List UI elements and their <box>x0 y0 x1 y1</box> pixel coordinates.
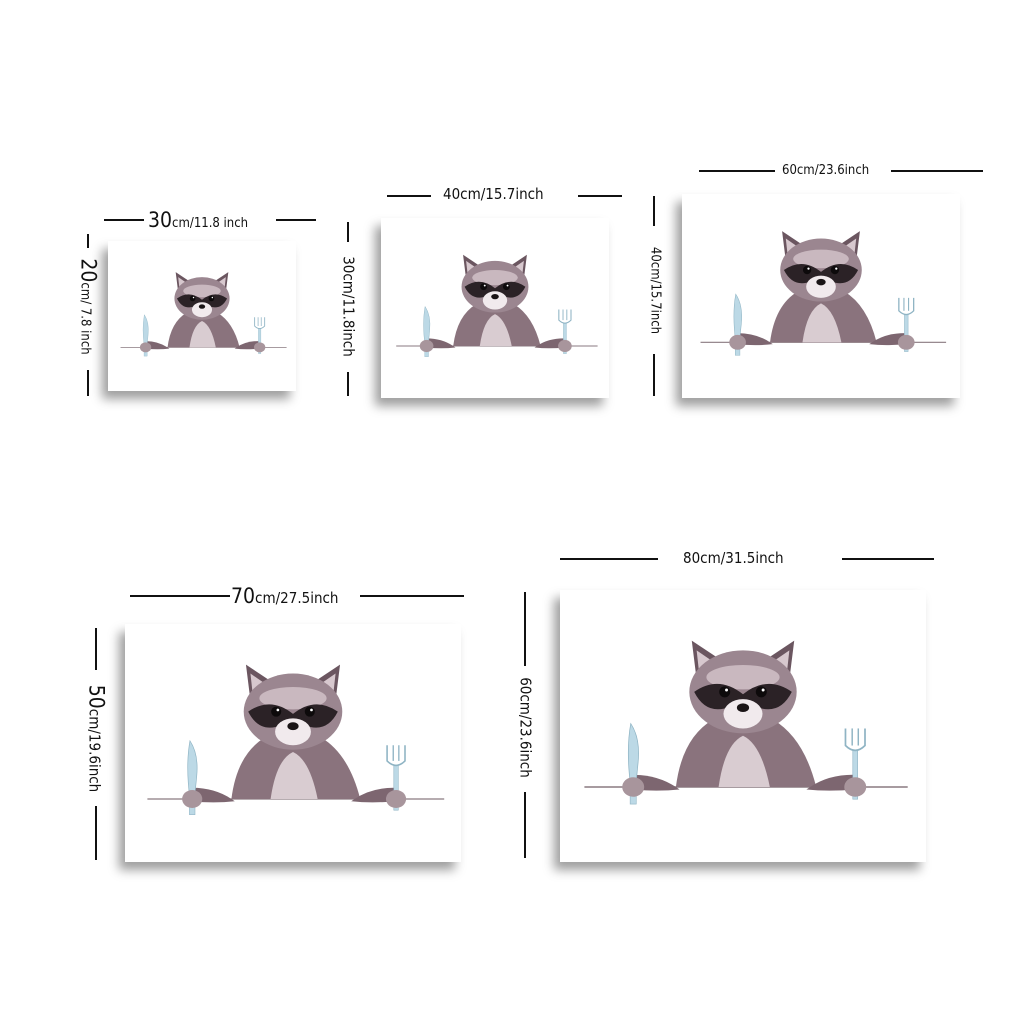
width-dimension-line <box>891 170 983 172</box>
height-dimension-line <box>347 372 349 396</box>
raccoon-artwork <box>381 218 609 398</box>
height-dimension-line <box>524 592 526 666</box>
width-dimension-line <box>104 219 144 221</box>
height-dimension-line <box>87 370 89 396</box>
poster-30x20 <box>108 241 296 391</box>
width-dimension-line <box>699 170 775 172</box>
width-dimension-line <box>560 558 658 560</box>
width-dimension-line <box>842 558 934 560</box>
height-label: 60cm/23.6inch <box>516 677 535 778</box>
height-dimension-line <box>347 222 349 242</box>
height-dimension-line <box>95 806 97 860</box>
width-label: 30cm/11.8 inch <box>148 208 249 232</box>
width-dimension-line <box>130 595 230 597</box>
width-dimension-line <box>578 195 622 197</box>
width-label: 60cm/23.6inch <box>782 163 870 178</box>
width-dimension-line <box>387 195 431 197</box>
poster-70x50 <box>125 624 461 862</box>
height-label: 20cm/ 7.8 inch <box>76 258 101 355</box>
poster-40x30 <box>381 218 609 398</box>
raccoon-artwork <box>108 241 296 391</box>
width-dimension-line <box>276 219 316 221</box>
width-label: 70cm/27.5inch <box>231 584 339 608</box>
height-dimension-line <box>87 234 89 248</box>
poster-60x40 <box>682 194 960 398</box>
raccoon-artwork <box>125 624 461 862</box>
width-label: 40cm/15.7inch <box>443 185 544 203</box>
width-dimension-line <box>360 595 464 597</box>
height-dimension-line <box>524 792 526 858</box>
raccoon-artwork <box>560 590 926 862</box>
poster-80x60 <box>560 590 926 862</box>
height-label: 50cm/19.6inch <box>84 684 109 793</box>
height-dimension-line <box>653 196 655 226</box>
height-label: 30cm/11.8inch <box>339 256 358 357</box>
height-dimension-line <box>653 354 655 396</box>
raccoon-artwork <box>682 194 960 398</box>
width-label: 80cm/31.5inch <box>683 549 784 567</box>
height-dimension-line <box>95 628 97 670</box>
height-label: 40cm/15.7inch <box>647 246 663 335</box>
